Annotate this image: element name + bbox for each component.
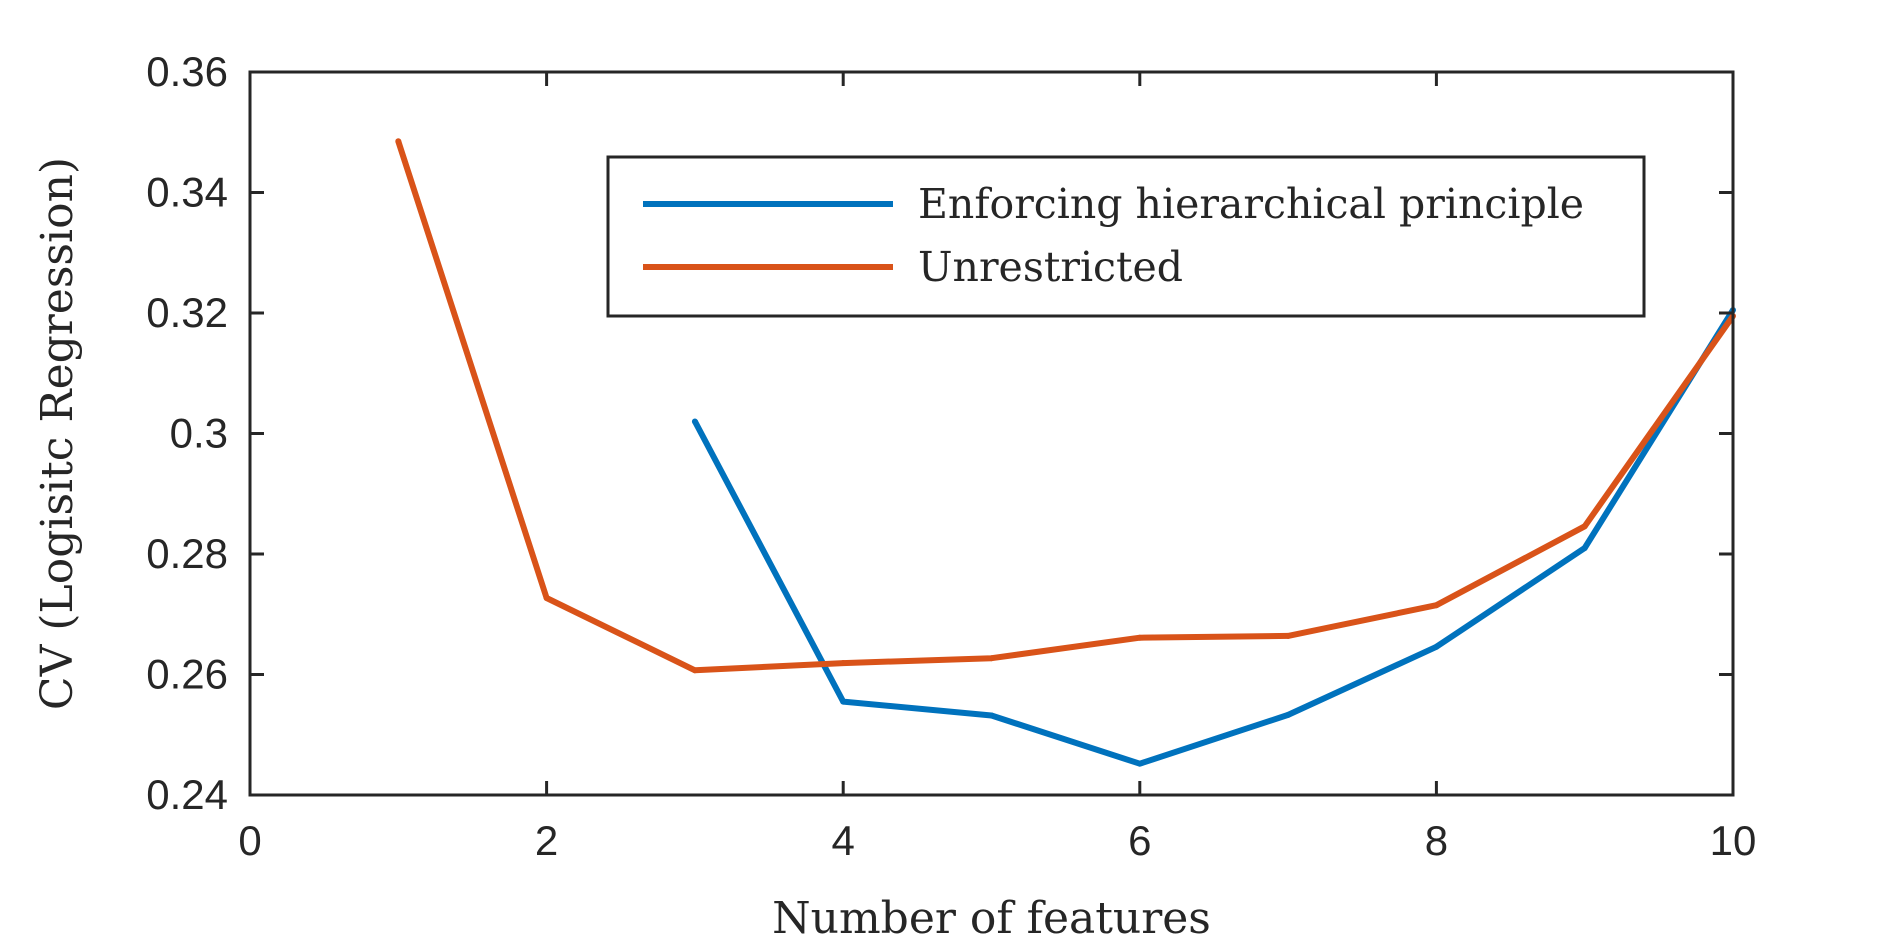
data-point-unrestricted xyxy=(691,667,698,674)
x-tick-label: 2 xyxy=(535,817,558,864)
y-tick-labels: 0.24 0.26 0.28 0.3 0.32 0.34 0.36 xyxy=(146,48,228,818)
data-point-enforcing xyxy=(1285,711,1292,718)
y-tick-label: 0.36 xyxy=(146,48,228,95)
y-tick-label: 0.28 xyxy=(146,530,228,577)
plot-frame xyxy=(248,70,1735,797)
x-tick-label: 0 xyxy=(238,817,261,864)
data-point-enforcing xyxy=(1433,643,1440,650)
x-tick-label: 4 xyxy=(832,817,855,864)
data-point-enforcing xyxy=(1581,544,1588,551)
data-point-enforcing xyxy=(1136,760,1143,767)
data-point-enforcing xyxy=(691,418,698,425)
data-point-unrestricted xyxy=(395,138,402,145)
legend-label-enforcing: Enforcing hierarchical principle xyxy=(918,180,1584,228)
x-tick-label: 8 xyxy=(1425,817,1448,864)
x-axis-title: Number of features xyxy=(772,893,1211,944)
x-tick-label: 10 xyxy=(1710,817,1757,864)
y-tick-label: 0.24 xyxy=(146,771,228,818)
y-tick-label: 0.3 xyxy=(170,410,228,457)
y-tick-label: 0.34 xyxy=(146,169,228,216)
data-point-unrestricted xyxy=(988,655,995,662)
series-layer xyxy=(395,138,1736,767)
data-point-unrestricted xyxy=(1581,523,1588,530)
legend-label-unrestricted: Unrestricted xyxy=(918,243,1183,291)
data-point-unrestricted xyxy=(1285,632,1292,639)
y-tick-label: 0.32 xyxy=(146,289,228,336)
data-point-unrestricted xyxy=(543,594,550,601)
y-axis-title: CV (Logisitc Regression) xyxy=(32,157,83,710)
x-tick-label: 6 xyxy=(1128,817,1151,864)
data-point-unrestricted xyxy=(1136,634,1143,641)
data-point-unrestricted xyxy=(1433,602,1440,609)
x-tick-labels: 0 2 4 6 8 10 xyxy=(238,817,1756,864)
legend: Enforcing hierarchical principle Unrestr… xyxy=(606,155,1646,318)
legend-box xyxy=(606,155,1646,318)
data-point-unrestricted xyxy=(840,660,847,667)
data-point-enforcing xyxy=(988,712,995,719)
y-tick-label: 0.26 xyxy=(146,651,228,698)
series-line-enforcing xyxy=(692,308,1736,767)
series-line-unrestricted xyxy=(395,140,1736,674)
data-point-enforcing xyxy=(840,698,847,705)
